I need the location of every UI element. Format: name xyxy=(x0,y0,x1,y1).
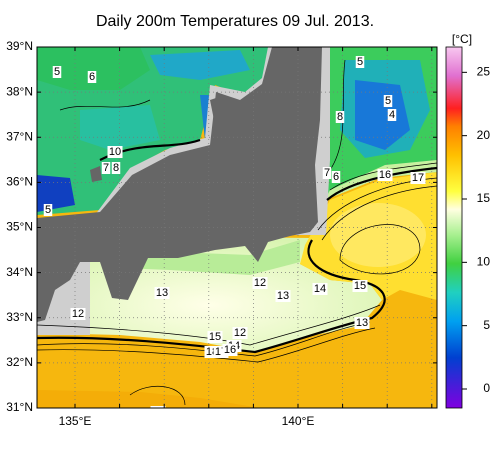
lat-label: 34°N xyxy=(6,265,33,279)
contour-label-box xyxy=(52,66,62,78)
contour-label: 12 xyxy=(234,327,246,339)
contour-label: 5 xyxy=(357,56,363,68)
contour-label: 8 xyxy=(113,162,119,174)
lat-label: 38°N xyxy=(6,84,33,98)
lon-label: 135°E xyxy=(59,414,92,428)
map-region xyxy=(129,386,186,406)
contour-label: 12 xyxy=(72,308,84,320)
contour-label-box xyxy=(43,204,53,216)
map-region xyxy=(37,321,371,357)
map-region xyxy=(355,80,410,150)
contour-label-box xyxy=(207,331,223,343)
contour-label: 6 xyxy=(89,71,95,83)
contour-label-box xyxy=(275,290,291,302)
contour-label: 5 xyxy=(45,204,51,216)
contour-label: 16 xyxy=(379,169,391,181)
contour-label: 13 xyxy=(156,287,168,299)
contour-label: 10 xyxy=(109,146,121,158)
contour-label-box xyxy=(222,344,238,356)
map-region xyxy=(37,327,376,363)
map-region xyxy=(37,47,150,90)
contour-label: 13 xyxy=(277,290,289,302)
contour-label-box xyxy=(107,146,123,158)
contour-label-box xyxy=(383,95,393,107)
contour-label-box xyxy=(335,111,345,123)
colorbar-tick-label: 25 xyxy=(477,65,491,79)
map-shape xyxy=(37,47,322,322)
colorbar xyxy=(445,46,463,409)
contour-label-box xyxy=(87,71,97,83)
map-field: 5610785554876161712131415131213151214181… xyxy=(37,47,437,418)
map-region xyxy=(37,239,386,354)
map-region xyxy=(321,185,437,241)
map-region xyxy=(326,166,437,201)
map-region xyxy=(339,224,421,275)
contour-label-box xyxy=(377,169,393,181)
contour-label: 5 xyxy=(54,66,60,78)
contour-label-box xyxy=(410,172,426,184)
contour-label: 15 xyxy=(354,280,366,292)
map-region xyxy=(37,47,322,322)
map-region xyxy=(120,240,300,275)
axes: 39°N 38°N 37°N 36°N 35°N 34°N 33°N 32°N 31°N 135°… xyxy=(6,39,437,428)
contour-label: 17 xyxy=(412,172,424,184)
colorbar-unit: [°C] xyxy=(452,32,472,46)
map-region xyxy=(150,50,250,80)
colorbar-tick-label: 5 xyxy=(483,318,490,332)
map-region xyxy=(325,160,437,200)
map-region xyxy=(37,390,260,408)
lat-label: 33°N xyxy=(6,310,33,324)
contour-label: 15 xyxy=(209,331,221,343)
contour-label-box xyxy=(312,283,328,295)
map-region xyxy=(80,105,160,150)
title: Daily 200m Temperatures 09 Jul. 2013. xyxy=(96,13,374,30)
contour-label-box xyxy=(352,280,368,292)
contour-label-box xyxy=(322,167,332,179)
contour-label-box xyxy=(154,287,170,299)
contour-label: 19 xyxy=(152,406,164,418)
contour-label-box xyxy=(355,56,365,68)
contour-label: 8 xyxy=(337,111,343,123)
contour-label: 13 xyxy=(356,317,368,329)
lat-label: 35°N xyxy=(6,220,33,234)
contour-label: 12 xyxy=(254,277,266,289)
map-region xyxy=(37,175,75,212)
contour-label-box xyxy=(232,327,248,339)
lat-label: 31°N xyxy=(6,400,33,414)
contour-label: 5 xyxy=(385,95,391,107)
lat-label: 37°N xyxy=(6,129,33,143)
lon-label: 140°E xyxy=(282,414,315,428)
colorbar-tick-label: 10 xyxy=(477,255,491,269)
contour-label-box xyxy=(70,308,86,320)
contour-label-box xyxy=(101,162,111,174)
contour-labels: 5610785554876161712131415131213151214181… xyxy=(43,56,426,418)
lat-label: 36°N xyxy=(6,175,33,189)
colorbar-tick-label: 20 xyxy=(477,128,491,142)
graticule xyxy=(37,47,437,408)
map-region xyxy=(210,96,226,120)
contour-label: 4 xyxy=(389,109,395,121)
contour-label: 7 xyxy=(324,167,330,179)
contour-label-box xyxy=(150,406,166,408)
map-region xyxy=(37,304,381,346)
contour-label: 6 xyxy=(333,171,339,183)
map-region xyxy=(59,99,151,111)
contour-label-box xyxy=(111,162,121,174)
contour-label: 14 xyxy=(314,283,326,295)
lat-label: 32°N xyxy=(6,355,33,369)
map-shape xyxy=(330,203,426,267)
contour-label-box xyxy=(354,317,370,329)
colorbar-tick-label: 0 xyxy=(483,381,490,395)
contour-label: 16 xyxy=(224,344,236,356)
contour-label: 7 xyxy=(103,162,109,174)
contour-label-box xyxy=(387,109,397,121)
colorbar-tick-label: 15 xyxy=(477,191,491,205)
contour-label-box xyxy=(331,171,341,183)
map-region xyxy=(90,166,102,182)
lat-label: 39°N xyxy=(6,39,33,53)
contour-label-box xyxy=(252,277,268,289)
